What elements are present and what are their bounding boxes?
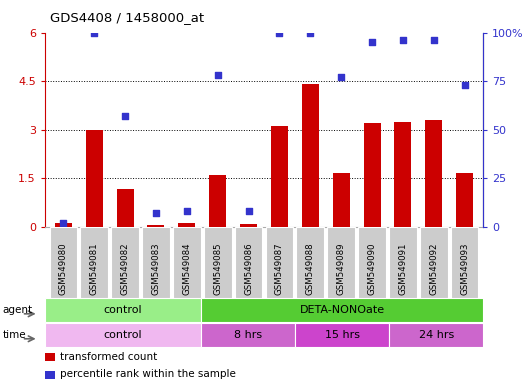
Bar [296, 227, 324, 298]
Bar [117, 189, 134, 227]
Bar [389, 227, 417, 298]
Text: GSM549085: GSM549085 [213, 242, 222, 295]
Bar [204, 227, 232, 298]
Point [152, 210, 160, 216]
Bar [234, 227, 262, 298]
Point [244, 208, 253, 214]
Text: GSM549084: GSM549084 [182, 242, 191, 295]
Bar [45, 371, 55, 379]
Text: transformed count: transformed count [60, 352, 157, 362]
Point [183, 208, 191, 214]
Point [90, 30, 99, 36]
Bar [86, 130, 103, 227]
Bar [358, 227, 386, 298]
Bar [394, 121, 411, 227]
Bar [80, 227, 108, 298]
Text: percentile rank within the sample: percentile rank within the sample [60, 369, 235, 379]
Text: GSM549089: GSM549089 [337, 242, 346, 295]
Point [399, 37, 407, 43]
Text: 24 hrs: 24 hrs [419, 330, 454, 340]
Point [337, 74, 345, 80]
Text: GSM549090: GSM549090 [367, 242, 376, 295]
Bar [364, 123, 381, 227]
Point [121, 113, 129, 119]
Text: GSM549080: GSM549080 [59, 242, 68, 295]
Text: control: control [104, 330, 143, 340]
Point [213, 72, 222, 78]
Bar [266, 227, 294, 298]
Text: GSM549087: GSM549087 [275, 242, 284, 295]
Point [306, 30, 315, 36]
Bar [45, 298, 201, 322]
Bar [178, 223, 195, 227]
Point [59, 220, 68, 226]
Point [460, 82, 469, 88]
Bar [420, 227, 448, 298]
Bar [295, 323, 389, 347]
Bar [142, 227, 170, 298]
Bar [456, 173, 473, 227]
Bar [45, 353, 55, 361]
Text: GSM549088: GSM549088 [306, 242, 315, 295]
Bar [333, 173, 350, 227]
Point [429, 37, 438, 43]
Text: GSM549092: GSM549092 [429, 242, 438, 295]
Bar [50, 227, 77, 298]
Text: GSM549093: GSM549093 [460, 242, 469, 295]
Bar [201, 298, 483, 322]
Point [368, 39, 376, 45]
Text: GSM549091: GSM549091 [399, 242, 408, 295]
Text: DETA-NONOate: DETA-NONOate [300, 305, 385, 315]
Text: 15 hrs: 15 hrs [325, 330, 360, 340]
Text: GSM549082: GSM549082 [120, 242, 129, 295]
Bar [240, 224, 257, 227]
Text: GSM549083: GSM549083 [152, 242, 161, 295]
Bar [327, 227, 355, 298]
Text: GSM549081: GSM549081 [90, 242, 99, 295]
Bar [147, 225, 164, 227]
Bar [302, 84, 319, 227]
Bar [55, 223, 72, 227]
Bar [201, 323, 295, 347]
Text: control: control [104, 305, 143, 315]
Text: 8 hrs: 8 hrs [234, 330, 262, 340]
Bar [271, 126, 288, 227]
Bar [45, 323, 201, 347]
Bar [389, 323, 483, 347]
Text: time: time [3, 330, 26, 340]
Point [275, 30, 284, 36]
Bar [451, 227, 478, 298]
Text: agent: agent [3, 305, 33, 315]
Text: GDS4408 / 1458000_at: GDS4408 / 1458000_at [50, 12, 204, 25]
Bar [111, 227, 139, 298]
Bar [425, 120, 442, 227]
Text: GSM549086: GSM549086 [244, 242, 253, 295]
Bar [173, 227, 201, 298]
Bar [209, 175, 226, 227]
